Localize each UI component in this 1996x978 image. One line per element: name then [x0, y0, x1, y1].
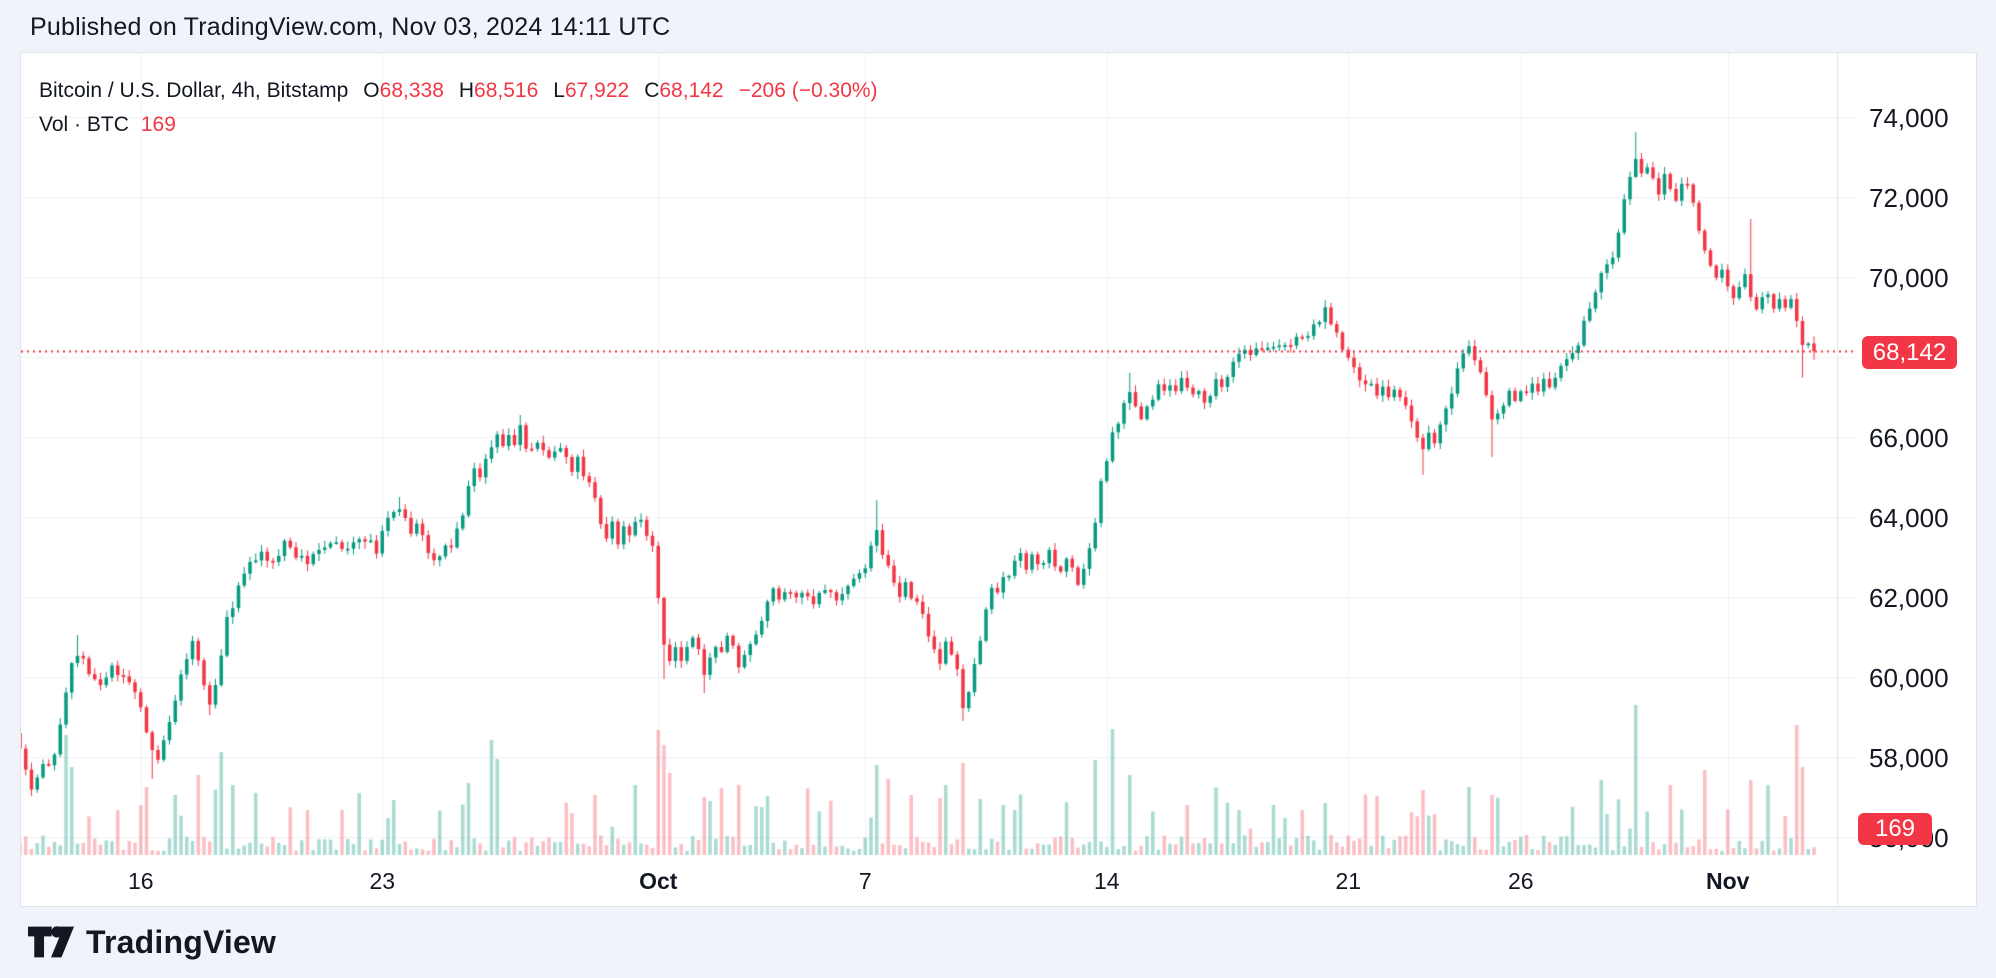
last-price-badge: 68,142	[1862, 336, 1957, 369]
volume-badge: 169	[1858, 813, 1932, 845]
price-axis-label: 64,000	[1869, 503, 1949, 533]
time-axis-label: 7	[858, 868, 872, 894]
time-axis-label: 14	[1093, 868, 1120, 894]
price-axis-label: 70,000	[1869, 263, 1949, 293]
symbol-title: Bitcoin / U.S. Dollar, 4h, Bitstamp	[39, 79, 349, 102]
time-axis-label: Nov	[1706, 868, 1750, 894]
tradingview-logo-text: TradingView	[86, 923, 277, 960]
legend-row-ohlc: Bitcoin / U.S. Dollar, 4h, Bitstamp O68,3…	[39, 77, 878, 104]
price-axis-label: 72,000	[1869, 183, 1949, 213]
time-axis-label: 23	[369, 868, 396, 894]
volume-label: Vol · BTC	[39, 113, 129, 136]
price-chart-canvas[interactable]	[21, 53, 1976, 906]
price-axis-label: 66,000	[1869, 423, 1949, 453]
time-axis-label: 26	[1507, 868, 1534, 894]
tradingview-logo-icon	[28, 926, 74, 958]
price-axis-label: 62,000	[1869, 583, 1949, 613]
time-axis-label: 21	[1335, 868, 1362, 894]
high-field: H68,516	[458, 79, 539, 102]
change-value: −206 (−0.30%)	[738, 79, 878, 102]
volume-value: 169	[140, 113, 176, 136]
close-field: C68,142	[644, 79, 724, 102]
tradingview-logo[interactable]: TradingView	[28, 919, 276, 965]
price-axis-label: 74,000	[1869, 103, 1949, 133]
time-axis-label: Oct	[639, 868, 678, 894]
published-caption: Published on TradingView.com, Nov 03, 20…	[30, 13, 671, 41]
chart-card: Bitcoin / U.S. Dollar, 4h, Bitstamp O68,3…	[20, 52, 1977, 907]
chart-legend: Bitcoin / U.S. Dollar, 4h, Bitstamp O68,3…	[39, 77, 878, 138]
legend-row-volume: Vol · BTC 169	[39, 111, 878, 138]
time-axis-label: 16	[127, 868, 154, 894]
price-axis-label: 60,000	[1869, 663, 1949, 693]
low-field: L67,922	[553, 79, 630, 102]
open-field: O68,338	[363, 79, 444, 102]
price-axis-label: 58,000	[1869, 743, 1949, 773]
